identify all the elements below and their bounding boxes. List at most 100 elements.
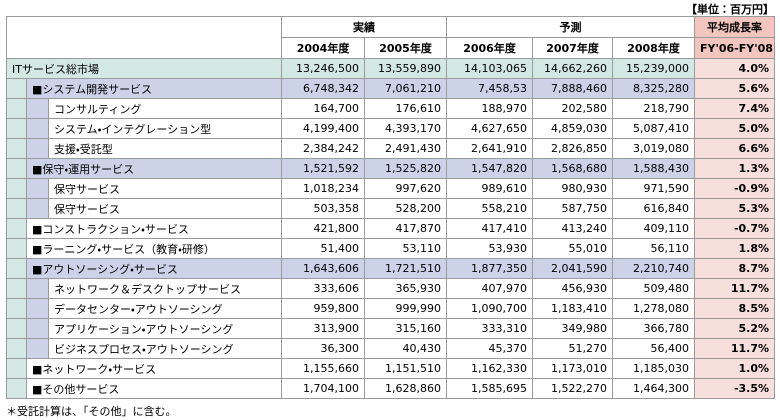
table-row: ■システム開発サービス 6,748,342 7,061,210 7,458,53 7,8… [6, 78, 776, 99]
rate-cell: 8.7% [694, 258, 776, 279]
table-row: ■その他サービス 1,704,100 1,628,860 1,585,695 1,522… [6, 378, 776, 399]
value-cell: 456,930 [532, 278, 614, 299]
rate-cell: -3.5% [694, 378, 776, 399]
row-label: ビジネスプロセス・アウトソーシング [47, 338, 283, 359]
value-cell: 51,270 [532, 338, 614, 359]
value-cell: 2,210,740 [612, 258, 696, 279]
table-row: ■ネットワーク・サービス 1,155,660 1,151,510 1,162,330 1… [6, 358, 776, 379]
indent [6, 138, 27, 159]
value-cell: 333,310 [446, 318, 534, 339]
value-cell: 164,700 [281, 98, 366, 119]
value-cell: 1,464,300 [612, 378, 696, 399]
row-label: ■アウトソーシング・サービス [25, 258, 283, 279]
value-cell: 2,826,850 [532, 138, 614, 159]
rate-cell: 6.6% [694, 138, 776, 159]
value-cell: 1,704,100 [281, 378, 366, 399]
indent [6, 278, 27, 299]
value-cell: 509,480 [612, 278, 696, 299]
year-header: 2004年度 [281, 37, 366, 59]
rate-cell: 11.7% [694, 278, 776, 299]
value-cell: 4,859,030 [532, 118, 614, 139]
table-row: ■ラーニング・サービス（教育・研修） 51,400 53,110 53,930 55,0… [6, 238, 776, 259]
year-header: 2005年度 [364, 37, 448, 59]
value-cell: 616,840 [612, 198, 696, 219]
rate-cell: 8.5% [694, 298, 776, 319]
row-label: データセンター・アウトソーシング [47, 298, 283, 319]
value-cell: 558,210 [446, 198, 534, 219]
row-label: ■保守・運用サービス [25, 158, 283, 179]
row-label: ネットワーク＆デスクトップサービス [47, 278, 283, 299]
rate-cell: 4.0% [694, 58, 776, 79]
value-cell: 7,888,460 [532, 78, 614, 99]
value-cell: 51,400 [281, 238, 366, 259]
value-cell: 349,980 [532, 318, 614, 339]
indent [6, 198, 27, 219]
rate-cell: 1.3% [694, 158, 776, 179]
value-cell: 14,662,260 [532, 58, 614, 79]
value-cell: 3,019,080 [612, 138, 696, 159]
value-cell: 2,041,590 [532, 258, 614, 279]
value-cell: 6,748,342 [281, 78, 366, 99]
header-row: 実績 予測 平均成長率 [5, 16, 776, 59]
row-label: ITサービス総市場 [5, 58, 283, 79]
table-row: アプリケーション・アウトソーシング 313,900 315,160 333,310 34… [6, 318, 776, 339]
footnote: ＊受託計算は、「その他」に含む。 [6, 405, 177, 418]
row-label: 支援・受託型 [47, 138, 283, 159]
value-cell: 4,393,170 [364, 118, 448, 139]
row-label: 保守サービス [47, 178, 283, 199]
table-row: ■コンストラクション・サービス 421,800 417,870 417,410 413,… [6, 218, 776, 239]
table-row: コンサルティング 164,700 176,610 188,970 202,580 218,… [6, 98, 776, 119]
value-cell: 4,627,650 [446, 118, 534, 139]
value-cell: 1,522,270 [532, 378, 614, 399]
value-cell: 366,780 [612, 318, 696, 339]
value-cell: 1,585,695 [446, 378, 534, 399]
value-cell: 365,930 [364, 278, 448, 299]
indent [26, 178, 49, 199]
value-cell: 13,559,890 [364, 58, 448, 79]
indent [26, 298, 49, 319]
indent [26, 318, 49, 339]
table-row: 支援・受託型 2,384,242 2,491,430 2,641,910 2,826,8… [6, 138, 776, 159]
rate-period: FY'06-FY'08 [694, 37, 776, 59]
value-cell: 53,110 [364, 238, 448, 259]
rate-cell: -0.9% [694, 178, 776, 199]
value-cell: 959,800 [281, 298, 366, 319]
year-header: 2008年度 [612, 37, 696, 59]
value-cell: 997,620 [364, 178, 448, 199]
value-cell: 5,087,410 [612, 118, 696, 139]
value-cell: 971,590 [612, 178, 696, 199]
value-cell: 1,628,860 [364, 378, 448, 399]
value-cell: 1,018,234 [281, 178, 366, 199]
value-cell: 421,800 [281, 218, 366, 239]
rate-cell: 5.2% [694, 318, 776, 339]
value-cell: 14,103,065 [446, 58, 534, 79]
indent [26, 198, 49, 219]
header-row: 2004年度 2005年度 2006年度 2007年度 2008年度 FY'06-FY'0… [7, 37, 776, 59]
value-cell: 333,606 [281, 278, 366, 299]
row-label: コンサルティング [47, 98, 283, 119]
market-table: 実績 予測 平均成長率 2004年度 2005年度 2006年度 2007年度 2008… [5, 16, 776, 399]
value-cell: 1,090,700 [446, 298, 534, 319]
value-cell: 7,061,210 [364, 78, 448, 99]
value-cell: 2,384,242 [281, 138, 366, 159]
value-cell: 417,870 [364, 218, 448, 239]
table-row: ■保守・運用サービス 1,521,592 1,525,820 1,547,820 1,5… [6, 158, 776, 179]
rate-cell: 5.6% [694, 78, 776, 99]
row-label: 保守サービス [47, 198, 283, 219]
rate-cell: 11.7% [694, 338, 776, 359]
value-cell: 2,491,430 [364, 138, 448, 159]
value-cell: 176,610 [364, 98, 448, 119]
value-cell: 36,300 [281, 338, 366, 359]
value-cell: 40,430 [364, 338, 448, 359]
indent [6, 338, 27, 359]
value-cell: 1,547,820 [446, 158, 534, 179]
rate-cell: 5.0% [694, 118, 776, 139]
value-cell: 1,162,330 [446, 358, 534, 379]
group-header: 予測 [446, 16, 696, 38]
value-cell: 503,358 [281, 198, 366, 219]
value-cell: 1,588,430 [612, 158, 696, 179]
rate-cell: 1.0% [694, 358, 776, 379]
value-cell: 989,610 [446, 178, 534, 199]
row-label: ■ラーニング・サービス（教育・研修） [25, 238, 283, 259]
